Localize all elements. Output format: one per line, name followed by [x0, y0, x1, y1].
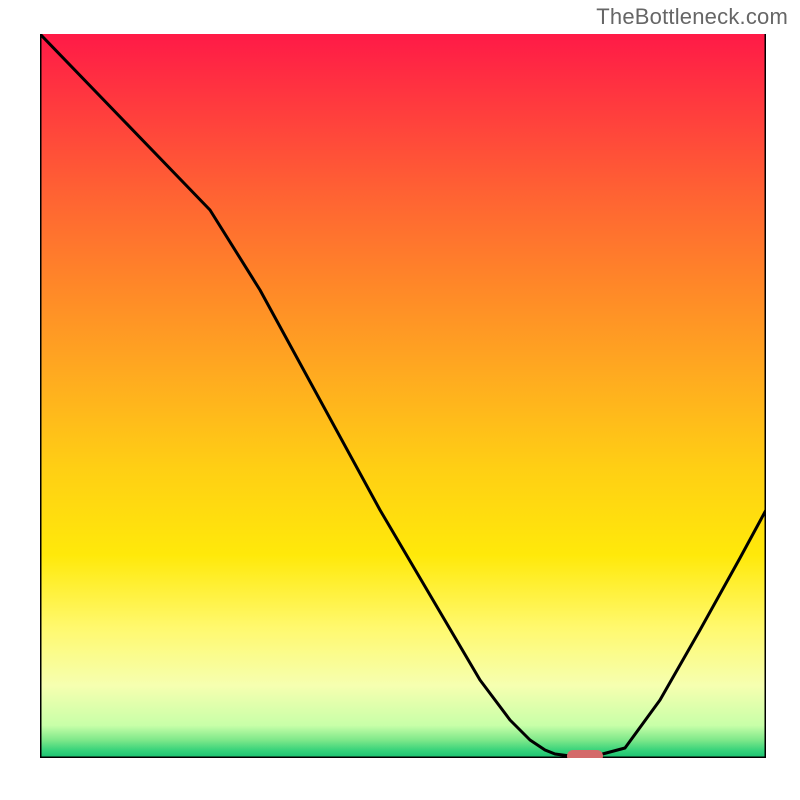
chart-container: TheBottleneck.com: [0, 0, 800, 800]
watermark-text: TheBottleneck.com: [596, 4, 788, 30]
plot-area: [40, 34, 766, 758]
optimal-marker: [567, 750, 603, 758]
bottleneck-curve-chart: [40, 34, 766, 758]
chart-background: [40, 34, 766, 758]
